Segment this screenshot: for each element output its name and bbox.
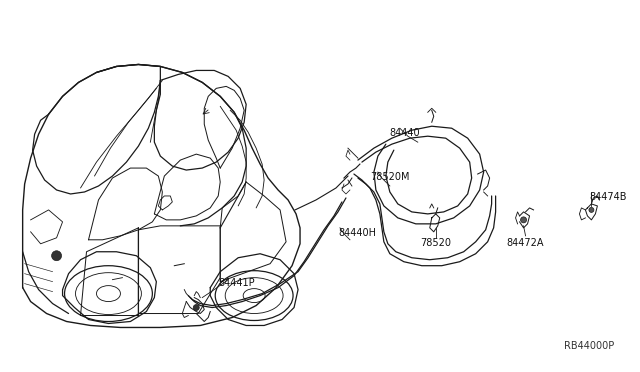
Text: 78520: 78520	[420, 238, 451, 248]
Text: 84441P: 84441P	[218, 278, 255, 288]
Text: 84474B: 84474B	[589, 192, 627, 202]
Text: 78520M: 78520M	[370, 172, 410, 182]
Circle shape	[52, 251, 61, 261]
Circle shape	[193, 305, 199, 311]
Circle shape	[520, 217, 527, 223]
Text: 84440: 84440	[390, 128, 420, 138]
Text: 84472A: 84472A	[507, 238, 544, 248]
Circle shape	[589, 208, 594, 212]
Text: RB44000P: RB44000P	[564, 341, 614, 352]
Text: 84440H: 84440H	[338, 228, 376, 238]
